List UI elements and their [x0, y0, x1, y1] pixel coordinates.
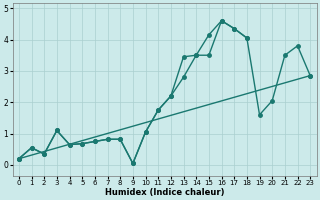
- X-axis label: Humidex (Indice chaleur): Humidex (Indice chaleur): [105, 188, 224, 197]
